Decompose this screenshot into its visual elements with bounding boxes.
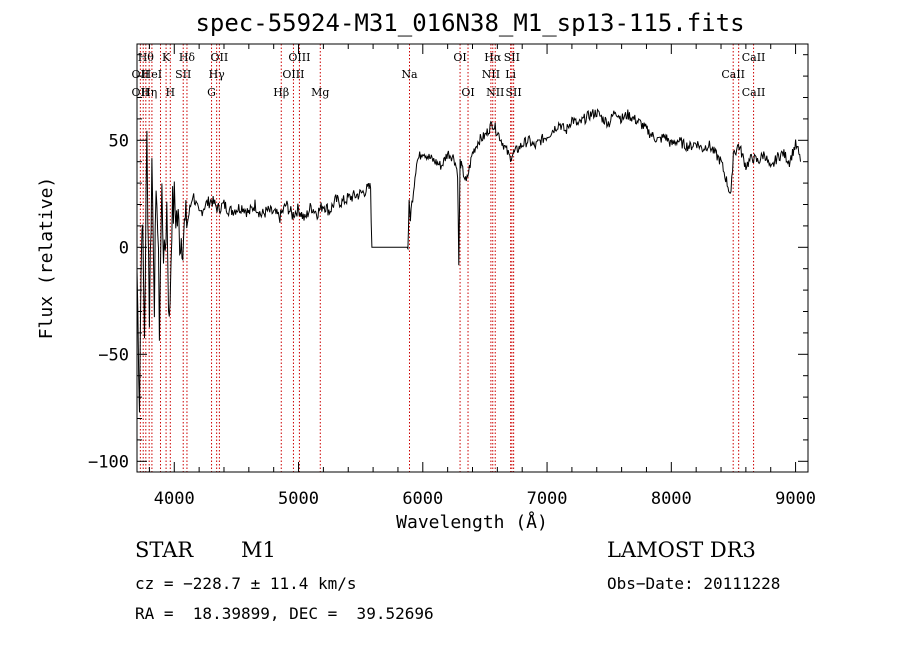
marker-label-row3-4: Hβ xyxy=(273,86,289,99)
plot-frame xyxy=(136,43,809,473)
marker-label-row3-8: SII xyxy=(506,86,522,99)
marker-label-row1-5: OI xyxy=(453,51,466,64)
x-tick-label-4: 8000 xyxy=(651,489,692,509)
y-axis: −100 −50 0 50 xyxy=(88,54,808,472)
marker-label-row1-1: K xyxy=(162,51,171,64)
marker-label-row3-0: OII xyxy=(131,86,149,99)
object-class: STAR xyxy=(135,538,194,562)
x-tick-label-3: 7000 xyxy=(527,489,568,509)
marker-label-row1-3: OII xyxy=(211,51,229,64)
marker-label-row3-6: OI xyxy=(461,86,474,99)
y-tick-label-3: 50 xyxy=(109,131,129,151)
marker-label-row1-2: Hδ xyxy=(179,51,196,64)
marker-label-row2-2: SII xyxy=(175,68,191,81)
marker-label-row3-7: NII xyxy=(486,86,504,99)
x-tick-label-2: 6000 xyxy=(402,489,443,509)
x-axis-label: Wavelength (Å) xyxy=(396,511,548,533)
marker-label-row3-1: Hη xyxy=(141,86,157,99)
marker-label-row1-4: OIII xyxy=(288,51,310,64)
x-tick-label-0: 4000 xyxy=(154,489,195,509)
marker-label-row2-8: CaII xyxy=(721,68,745,81)
marker-label-row2-3: Hγ xyxy=(209,68,226,81)
y-tick-label-0: −100 xyxy=(88,452,129,472)
object-subclass: M1 xyxy=(241,538,276,562)
marker-label-row3-3: G xyxy=(207,86,216,99)
redshift-velocity: cz = −228.7 ± 11.4 km/s xyxy=(135,574,357,593)
y-axis-label: Flux (relative) xyxy=(36,177,57,340)
observation-date: Obs−Date: 20111228 xyxy=(607,574,781,593)
x-tick-label-5: 9000 xyxy=(775,489,816,509)
marker-label-row2-4: OIII xyxy=(282,68,304,81)
series-flux xyxy=(136,108,801,413)
marker-label-row3-2: H xyxy=(166,86,176,99)
marker-label-row1-7: SII xyxy=(504,51,520,64)
marker-label-row1-0: Hθ xyxy=(138,51,155,64)
y-tick-label-1: −50 xyxy=(98,345,129,365)
marker-label-row2-1: HeI xyxy=(142,68,162,81)
survey-name: LAMOST DR3 xyxy=(607,538,756,562)
marker-label-row1-6: Hα xyxy=(484,51,502,64)
y-tick-label-2: 0 xyxy=(119,238,129,258)
marker-label-row1-8: CaII xyxy=(742,51,766,64)
chart-title: spec-55924-M31_016N38_M1_sp13-115.fits xyxy=(195,9,744,37)
marker-label-row2-5: Na xyxy=(401,68,418,81)
x-axis: 4000 5000 6000 7000 8000 9000 xyxy=(148,44,816,509)
x-tick-label-1: 5000 xyxy=(278,489,319,509)
marker-label-row2-7: Li xyxy=(505,68,516,81)
marker-label-row2-0: OII xyxy=(131,68,149,81)
marker-label-row3-9: CaII xyxy=(742,86,766,99)
series-layer xyxy=(136,108,801,413)
marker-label-row2-6: NII xyxy=(482,68,500,81)
sky-coordinates: RA = 18.39899, DEC = 39.52696 xyxy=(135,604,434,623)
marker-label-row3-5: Mg xyxy=(311,86,329,99)
line-markers xyxy=(139,44,755,472)
